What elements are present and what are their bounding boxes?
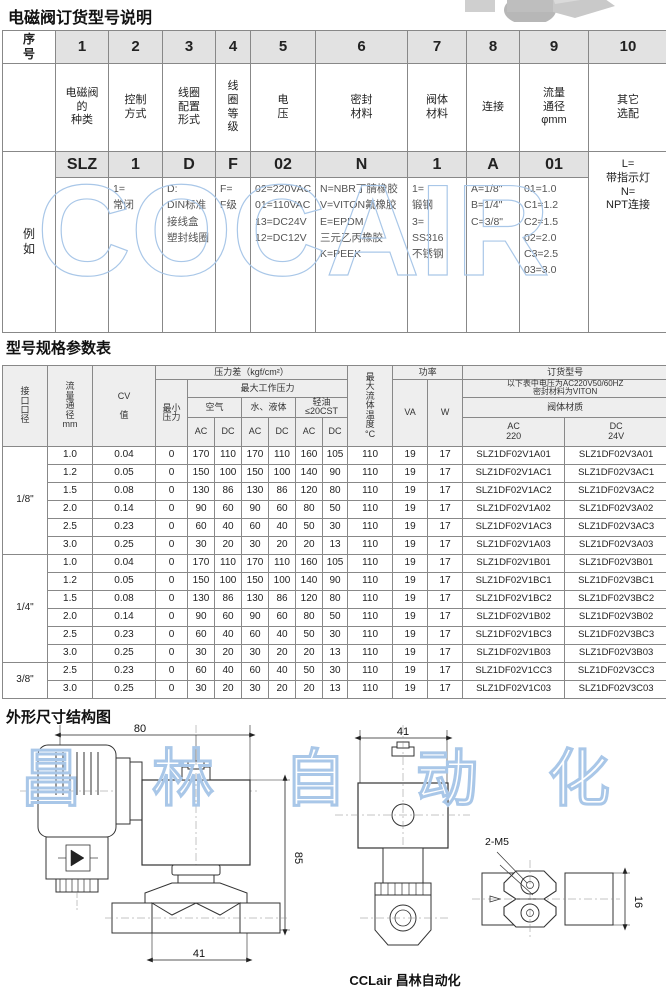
svg-text:2-M5: 2-M5: [485, 836, 509, 848]
svg-text:16: 16: [632, 896, 644, 908]
svg-text:41: 41: [193, 948, 205, 960]
svg-text:80: 80: [134, 723, 146, 735]
svg-text:85: 85: [292, 852, 304, 864]
svg-text:CCLair 昌林自动化: CCLair 昌林自动化: [349, 973, 460, 988]
